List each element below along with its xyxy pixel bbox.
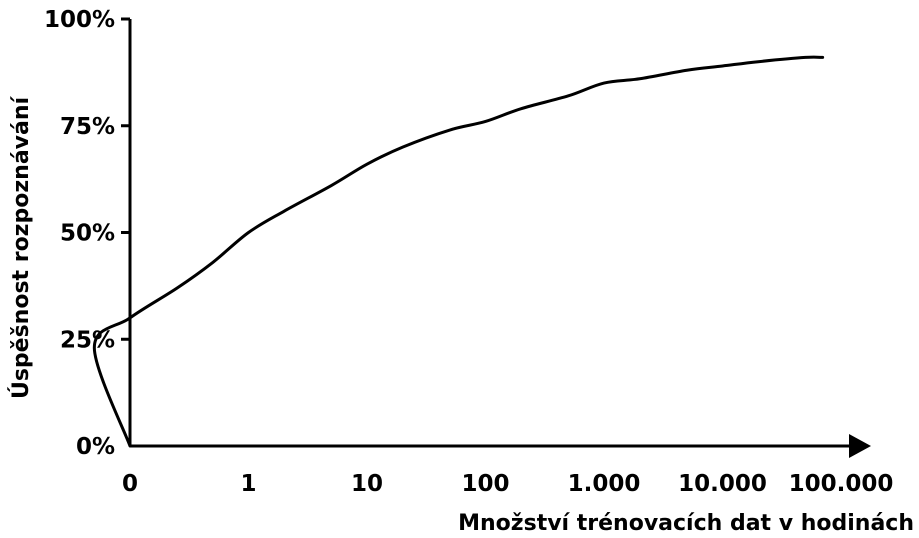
x-tick-group: 0 1 10 100 1.000 10.000 100.000 <box>122 471 893 497</box>
y-tick-label: 75% <box>60 114 115 140</box>
y-tick-group: 0% 25% 50% 75% 100% <box>44 7 130 460</box>
x-tick-label: 100.000 <box>789 471 894 497</box>
y-tick-label: 0% <box>76 434 115 460</box>
x-tick-label: 10.000 <box>678 471 767 497</box>
y-axis-title: Úspěšnost rozpoznávání <box>8 95 34 399</box>
x-tick-label: 1 <box>240 471 256 497</box>
x-axis-title: Množství trénovacích dat v hodinách <box>458 511 914 536</box>
y-tick-label: 50% <box>60 221 115 247</box>
x-axis-arrow <box>849 434 871 458</box>
y-tick-label: 25% <box>60 327 115 353</box>
y-tick-label: 100% <box>44 7 115 33</box>
series-line <box>92 55 825 448</box>
x-tick-label: 100 <box>461 471 509 497</box>
x-tick-label: 10 <box>351 471 383 497</box>
series-group <box>92 55 825 448</box>
x-tick-label: 0 <box>122 471 138 497</box>
x-tick-label: 1.000 <box>568 471 641 497</box>
